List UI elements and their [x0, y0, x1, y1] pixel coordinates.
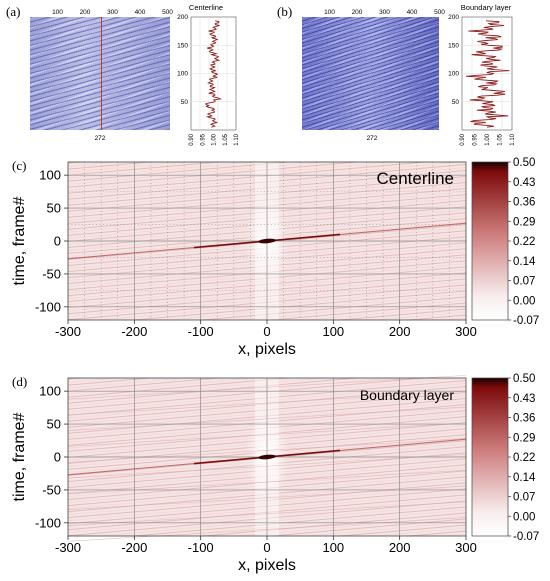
centerline-image: [30, 17, 170, 130]
x-tick-label: 200: [389, 324, 411, 339]
y-tick-label: -50: [42, 482, 61, 497]
colorbar: [471, 377, 509, 537]
x-tick-label: -300: [55, 324, 81, 339]
profile-xtick-label: 0.95: [200, 133, 206, 145]
image-tick-label: 100: [324, 9, 335, 16]
colorbar-tick-label: 0.50: [513, 373, 535, 385]
image-tick-label: 200: [80, 9, 91, 16]
x-tick-label: 100: [322, 324, 344, 339]
colorbar-tick-label: 0.29: [513, 432, 535, 444]
x-tick-label: 100: [322, 540, 344, 555]
image-tick-label: 500: [434, 9, 445, 16]
colorbar-tick-label: 0.43: [513, 393, 535, 405]
y-tick-label: 50: [47, 201, 61, 216]
colorbar-tick-label: 0.00: [513, 511, 535, 523]
x-tick-label: -100: [188, 324, 214, 339]
profile-ytick-label: 150: [177, 42, 188, 49]
colorbar-tick-label: 0.36: [513, 413, 535, 425]
image-tick-label: 300: [379, 9, 390, 16]
colorbar-tick-label: 0.22: [513, 452, 535, 464]
profile-xtick-label: 0.95: [473, 133, 479, 145]
profile-line: [205, 20, 222, 128]
panel-c-chart: -300 -200 -100 0 100 200 300 -100 -50 0 50 100 x, pi…: [11, 157, 539, 358]
centerline-marker: [101, 17, 102, 130]
y-tick-label: -100: [35, 515, 61, 530]
x-tick-label: -200: [121, 540, 147, 555]
profile-title-a: Centerline: [189, 3, 223, 12]
plot-title: Centerline: [377, 169, 455, 188]
y-axis-label: time, frame#: [11, 196, 28, 285]
profile-xtick-label: 1.05: [223, 133, 229, 145]
y-tick-label: 0: [54, 450, 61, 465]
image-tick-label: 400: [135, 9, 146, 16]
profile-ytick-label: 50: [452, 99, 460, 106]
profile-xtick-label: 0.90: [189, 133, 195, 145]
colorbar-tick-label: 0.43: [513, 177, 535, 189]
correlation-peak: [258, 454, 276, 460]
image-tick-label: 200: [352, 9, 363, 16]
image-marker-label-b: 272: [367, 135, 378, 142]
colorbar-tick-label: 0.07: [513, 492, 535, 504]
x-tick-label: 0: [263, 324, 270, 339]
panel-label-d: (d): [12, 374, 28, 389]
colorbar-tick-label: 0.14: [513, 256, 536, 268]
colorbar-tick-label: 0.36: [513, 197, 535, 209]
panel-a-axes: 100 200 300 400 500 272 Centerline 200 150 100…: [52, 3, 240, 146]
panel-b-axes: 100 200 300 400 500 272 Boundary layer 200 15…: [324, 3, 516, 146]
profile-xtick-label: 1.00: [485, 133, 491, 145]
panel-label-b: (b): [277, 4, 293, 19]
colorbar-tick-label: 0.22: [513, 236, 535, 248]
x-axis-label: x, pixels: [238, 557, 296, 574]
profile-title-b: Boundary layer: [461, 3, 512, 12]
x-tick-label: 300: [455, 540, 477, 555]
profile-xtick-label: 0.90: [460, 133, 466, 145]
profile-ytick-label: 200: [177, 14, 188, 21]
colorbar-tick-label: 0.50: [513, 157, 535, 169]
x-tick-label: -100: [188, 540, 214, 555]
y-tick-label: -100: [35, 299, 61, 314]
x-axis-label: x, pixels: [238, 341, 296, 358]
plot-title: Boundary layer: [360, 387, 455, 403]
y-axis-label: time, frame#: [11, 412, 28, 501]
x-tick-label: 200: [389, 540, 411, 555]
profile-line: [466, 20, 510, 128]
image-tick-label: 500: [162, 9, 173, 16]
profile-xtick-label: 1.10: [234, 133, 240, 145]
colorbar-tick-label: 0.14: [513, 472, 536, 484]
panel-d-chart: -300 -200 -100 0 100 200 300 -100 -50 0 50 100 x, pi…: [11, 373, 539, 574]
image-tick-label: 100: [52, 9, 63, 16]
boundary-layer-image: [302, 17, 439, 130]
colorbar-tick-label: 0.07: [513, 276, 535, 288]
image-tick-label: 300: [107, 9, 118, 16]
profile-ytick-label: 150: [448, 42, 459, 49]
profile-ytick-label: 100: [177, 71, 188, 78]
y-tick-label: 100: [39, 384, 61, 399]
x-tick-label: -200: [121, 324, 147, 339]
panel-label-a: (a): [6, 4, 21, 19]
colorbar-tick-label: -0.07: [513, 531, 539, 543]
y-tick-label: 50: [47, 417, 61, 432]
x-tick-label: -300: [55, 540, 81, 555]
profile-ytick-label: 200: [448, 14, 459, 21]
colorbar-tick-label: 0.29: [513, 216, 535, 228]
correlation-peak: [258, 238, 276, 244]
panel-label-c: (c): [12, 158, 27, 173]
x-tick-label: 300: [455, 324, 477, 339]
profile-ytick-label: 50: [181, 99, 189, 106]
x-tick-label: 0: [263, 540, 270, 555]
y-tick-label: 100: [39, 168, 61, 183]
profile-xtick-label: 1.10: [510, 133, 516, 145]
image-marker-label-a: 272: [95, 135, 106, 142]
colorbar-tick-label: 0.00: [513, 295, 535, 307]
profile-ytick-label: 100: [448, 71, 459, 78]
profile-xtick-label: 1.00: [212, 133, 218, 145]
colorbar-tick-label: -0.07: [513, 315, 539, 327]
profile-xtick-label: 1.05: [498, 133, 504, 145]
image-tick-label: 400: [407, 9, 418, 16]
y-tick-label: 0: [54, 234, 61, 249]
y-tick-label: -50: [42, 266, 61, 281]
colorbar: [471, 161, 509, 321]
